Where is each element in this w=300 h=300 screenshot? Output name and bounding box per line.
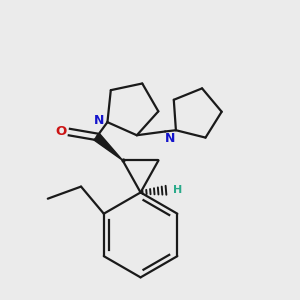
Text: N: N [94, 114, 105, 127]
Polygon shape [94, 134, 123, 160]
Text: O: O [56, 125, 67, 138]
Text: H: H [172, 185, 182, 195]
Text: N: N [165, 132, 175, 145]
